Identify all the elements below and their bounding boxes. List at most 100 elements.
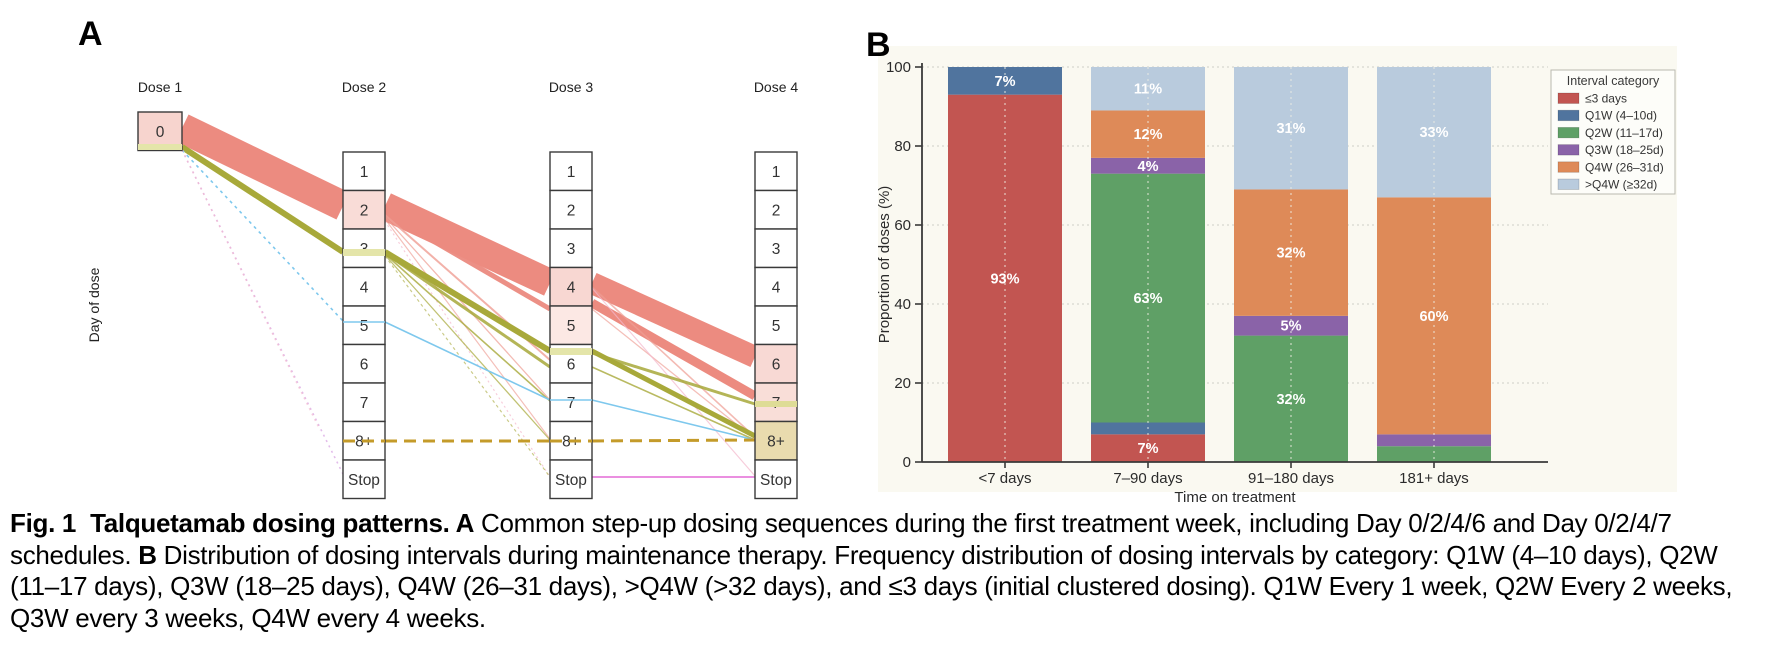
bar-segment <box>1091 157 1205 174</box>
legend-swatch <box>1557 92 1580 104</box>
dose-cell <box>754 343 798 384</box>
x-tick-label: <7 days <box>979 470 1032 487</box>
flow-strip <box>755 401 797 407</box>
dose-column-header: Dose 1 <box>138 79 183 95</box>
flow-strip <box>138 144 182 150</box>
dose-cell <box>754 189 798 230</box>
flow-band-olive <box>180 144 345 255</box>
dose-cell <box>754 305 798 346</box>
dose-cell <box>342 343 386 384</box>
dose-cell <box>549 459 593 500</box>
dose-cell-label: 5 <box>567 318 576 335</box>
flow-band-red <box>383 210 552 312</box>
dose-cell-label: 1 <box>567 164 576 181</box>
flow-band-olive <box>384 254 551 441</box>
dose-cell <box>549 305 593 346</box>
bar-segment-value: 7% <box>1138 441 1159 457</box>
dose-cell-label: 3 <box>772 241 781 258</box>
panel-a-label: A <box>78 15 103 53</box>
dose-cell <box>342 382 386 423</box>
dose-cell-label: 8+ <box>767 433 785 450</box>
flow-passthrough-overlays <box>138 144 797 443</box>
dose-cell-label: 1 <box>360 164 369 181</box>
x-tick-label: 7–90 days <box>1113 470 1182 487</box>
legend-entry-label: Q4W (26–31d) <box>1585 160 1664 174</box>
figure-caption: Fig. 1 Talquetamab dosing patterns. A Com… <box>10 508 1762 635</box>
flow-band-thinred <box>591 286 756 438</box>
legend-swatch <box>1557 161 1580 173</box>
x-tick-label: 91–180 days <box>1248 470 1334 487</box>
dose-cell-label: Stop <box>348 472 380 489</box>
dose-cell-label: 1 <box>772 164 781 181</box>
caption-text-segment: A <box>455 508 475 538</box>
dose-cell <box>754 151 798 192</box>
flow-band-olive <box>590 348 757 439</box>
bar-segment <box>1377 446 1491 462</box>
dose-cell-label: 0 <box>156 124 165 141</box>
bar-segment-value: 7% <box>995 74 1016 90</box>
flow-band-mustard <box>591 438 756 443</box>
y-tick-label: 40 <box>894 296 911 313</box>
dose-column-header: Dose 3 <box>549 79 594 95</box>
dose-cell-label: 5 <box>360 318 369 335</box>
legend-swatch <box>1557 109 1580 122</box>
y-tick-label: 60 <box>894 217 911 234</box>
flow-band-olive <box>383 249 552 354</box>
flow-strip <box>550 348 592 355</box>
dose-cell <box>342 305 386 346</box>
bar-segment-value: 60% <box>1419 309 1448 325</box>
flow-band-olive <box>591 366 756 441</box>
flow-band-red <box>379 193 556 296</box>
y-tick-label: 80 <box>894 138 911 155</box>
axes: 0 20 40 60 80 100 <7 days 7–90 days 91–180 days 1… <box>876 59 1548 506</box>
flow-band-red <box>587 272 760 368</box>
bar-segment-value: 11% <box>1134 82 1162 98</box>
legend-swatch <box>1557 144 1580 156</box>
bar-segment-value: 93% <box>990 271 1019 287</box>
caption-text-segment: Distribution of dosing intervals during … <box>10 539 1733 634</box>
dose-cell <box>342 266 386 307</box>
flow-band-pink <box>181 149 321 431</box>
dose-cell-label: Stop <box>760 472 792 489</box>
dose-cell-label: 6 <box>360 356 369 373</box>
flow-band-pink <box>384 220 551 478</box>
flow-band-blue <box>591 399 756 441</box>
dose-cell <box>549 382 593 423</box>
y-axis-title: Proportion of doses (%) <box>876 186 893 344</box>
dose-cell-label: 3 <box>567 241 576 258</box>
flow-band-olive <box>384 251 551 369</box>
dose-cell <box>342 151 386 192</box>
flow-strip <box>343 249 385 256</box>
dose-cell <box>754 228 798 269</box>
dose-cell-label: 5 <box>772 318 781 335</box>
dose-cell <box>342 189 386 230</box>
y-tick-label: 0 <box>903 454 911 471</box>
bar-segment <box>1234 189 1348 316</box>
dose-cell-label: 2 <box>360 202 369 219</box>
legend-entry-label: Q2W (11–17d) <box>1585 126 1663 140</box>
dose-column-header: Dose 4 <box>754 79 799 95</box>
dose-cell-label: Stop <box>555 472 587 489</box>
flow-band-olive <box>591 351 756 406</box>
flow-band-red <box>175 114 350 220</box>
dose-cell-label: 4 <box>772 279 781 296</box>
dose-cell <box>549 189 593 230</box>
panel-b-label: B <box>866 26 891 64</box>
bar-segment-value: 63% <box>1133 291 1162 307</box>
legend-title: Interval category <box>1567 74 1660 88</box>
dose-cell-label: 2 <box>772 202 781 219</box>
flow-band-pink <box>591 287 756 477</box>
dose-cell-label: 4 <box>360 279 369 296</box>
dose-column-header: Dose 2 <box>342 79 387 95</box>
legend-entry-label: Q1W (4–10d) <box>1585 109 1657 123</box>
bar-segment-value: 31% <box>1276 121 1305 137</box>
dose-cell-label: 6 <box>772 356 781 373</box>
dose-flow-links <box>175 114 760 478</box>
flow-band-blue <box>384 321 551 401</box>
legend: Interval category ≤3 days Q1W (4–10d) Q2W (… <box>1550 69 1676 195</box>
dose-column-d4: Dose 412345678+Stop <box>754 79 799 500</box>
dose-cell-label: 4 <box>567 279 576 296</box>
